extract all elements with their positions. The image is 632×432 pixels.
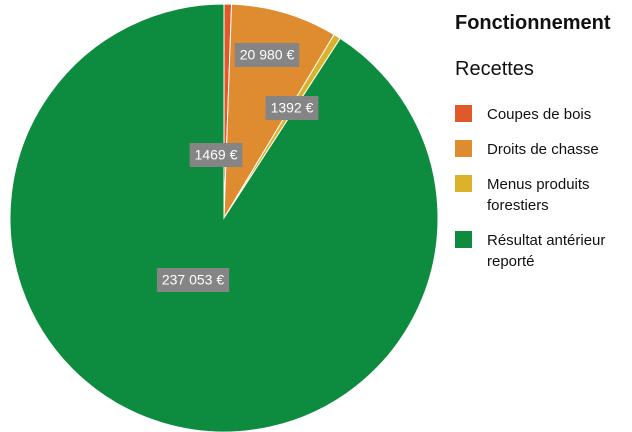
legend-item: Coupes de bois: [455, 104, 630, 125]
data-label-box: [189, 143, 243, 167]
pie-area: 1469 € 20 980 € 1392 € 237 053 €: [9, 3, 439, 432]
data-label: 237 053 €: [156, 268, 230, 292]
chart-title: Fonctionnement: [455, 12, 611, 34]
legend-swatch: [455, 105, 472, 122]
data-label-box: [234, 43, 300, 67]
data-label: 20 980 €: [234, 43, 300, 67]
data-label: 1392 €: [265, 96, 319, 120]
data-label-box: [156, 268, 230, 292]
chart-subtitle: Recettes: [455, 58, 534, 80]
legend-label: Résultat antérieur reporté: [487, 232, 606, 270]
data-label-text: 237 053 €: [162, 272, 224, 288]
legend-label: Menus produits forestiers: [487, 176, 590, 214]
legend-label: Droits de chasse: [487, 141, 599, 158]
legend-swatch: [455, 231, 472, 248]
legend-swatch: [455, 140, 472, 157]
data-label-text: 20 980 €: [240, 47, 295, 63]
data-label-text: 1469 €: [195, 147, 238, 163]
data-label-box: [265, 96, 319, 120]
legend: Coupes de bois Droits de chasse Menus prod…: [455, 104, 630, 286]
legend-item: Résultat antérieur reporté: [455, 230, 630, 272]
legend-swatch: [455, 175, 472, 192]
legend-item: Droits de chasse: [455, 139, 630, 160]
data-label-text: 1392 €: [271, 100, 314, 116]
data-label: 1469 €: [189, 143, 243, 167]
legend-label: Coupes de bois: [487, 106, 592, 123]
pie-slice: [9, 3, 439, 432]
legend-item: Menus produits forestiers: [455, 174, 630, 216]
